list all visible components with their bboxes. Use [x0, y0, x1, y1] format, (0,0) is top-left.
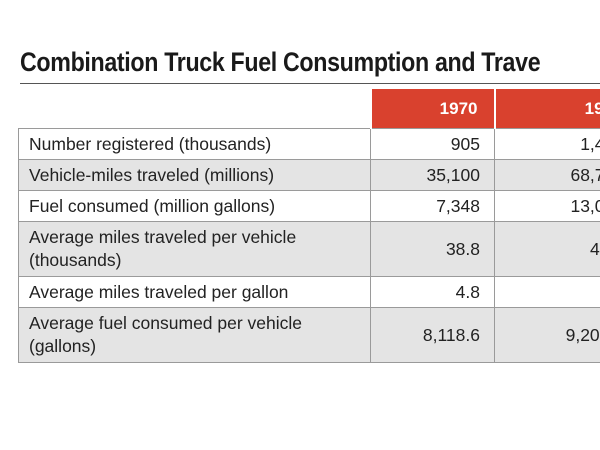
row-label: Fuel consumed (million gallons) — [18, 190, 371, 222]
row-label: Vehicle-miles traveled (millions) — [18, 159, 371, 191]
title-divider — [20, 83, 600, 84]
table-title: Combination Truck Fuel Consumption and T… — [20, 47, 541, 77]
cell-value: 35,100 — [370, 159, 495, 191]
row-label: Average fuel consumed per vehicle (gallo… — [18, 307, 371, 363]
table-row: Average miles traveled per gallon 4.8 5.… — [18, 276, 600, 308]
cell-value: 13,037 — [494, 190, 600, 222]
cell-value: 9,201.3 — [494, 307, 600, 363]
table-row: Average fuel consumed per vehicle (gallo… — [18, 307, 600, 363]
row-label: Number registered (thousands) — [18, 128, 371, 160]
cell-value: 905 — [370, 128, 495, 160]
cell-value: 38.8 — [370, 221, 495, 277]
cell-value: 1,417 — [494, 128, 600, 160]
data-table: 1970 1980 Number registered (thousands) … — [18, 89, 600, 363]
column-header-1970: 1970 — [369, 89, 495, 129]
cell-value: 48.5 — [494, 221, 600, 277]
cell-value: 7,348 — [370, 190, 495, 222]
column-header-1980: 1980 — [493, 89, 600, 129]
cell-value: 5.3 — [494, 276, 600, 308]
cell-value: 4.8 — [370, 276, 495, 308]
row-label: Average miles traveled per vehicle (thou… — [18, 221, 371, 277]
header-row: 1970 1980 — [18, 89, 600, 129]
table-row: Vehicle-miles traveled (millions) 35,100… — [18, 159, 600, 191]
row-label: Average miles traveled per gallon — [18, 276, 371, 308]
table-row: Fuel consumed (million gallons) 7,348 13… — [18, 190, 600, 222]
table-row: Average miles traveled per vehicle (thou… — [18, 221, 600, 277]
cell-value: 68,700 — [494, 159, 600, 191]
cell-value: 8,118.6 — [370, 307, 495, 363]
header-blank-cell — [18, 89, 371, 129]
table-row: Number registered (thousands) 905 1,417 — [18, 128, 600, 160]
